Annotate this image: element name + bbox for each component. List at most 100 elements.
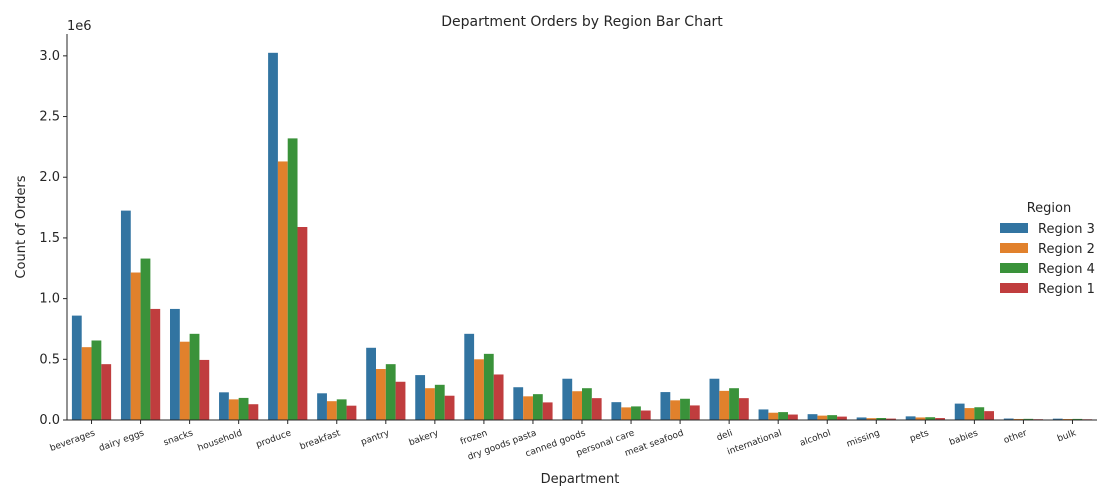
bar-international-region-2 bbox=[768, 412, 779, 420]
x-tick-label: babies bbox=[948, 428, 980, 448]
x-tick-label: missing bbox=[845, 428, 881, 449]
bar-breakfast-region-2 bbox=[326, 401, 337, 420]
bar-babies-region-2 bbox=[964, 408, 975, 420]
legend-swatch bbox=[1000, 283, 1028, 293]
y-axis-label: Count of Orders bbox=[14, 175, 29, 278]
bar-produce-region-3 bbox=[268, 52, 278, 421]
bar-household-region-2 bbox=[228, 399, 239, 420]
bar-dairy-eggs-region-2 bbox=[130, 272, 141, 420]
bar-deli-region-1 bbox=[738, 398, 749, 420]
x-tick-label: international bbox=[726, 428, 783, 457]
legend-swatch bbox=[1000, 263, 1028, 273]
bar-pets-region-3 bbox=[905, 416, 916, 420]
y-tick-label: 0.0 bbox=[39, 413, 60, 428]
bar-pantry-region-4 bbox=[385, 364, 396, 420]
bar-beverages-region-3 bbox=[71, 315, 82, 420]
x-tick-label: other bbox=[1002, 428, 1028, 446]
bar-bulk-region-4 bbox=[1072, 418, 1083, 420]
bar-breakfast-region-3 bbox=[317, 393, 327, 420]
x-tick-label: bakery bbox=[408, 428, 441, 448]
bar-bakery-region-1 bbox=[444, 395, 455, 420]
legend-swatch bbox=[1000, 223, 1028, 233]
y-tick-label: 2.0 bbox=[39, 170, 60, 185]
x-tick-label: breakfast bbox=[299, 428, 343, 452]
bar-produce-region-1 bbox=[297, 227, 308, 420]
bar-household-region-1 bbox=[248, 404, 259, 420]
x-tick-label: household bbox=[197, 428, 244, 453]
y-tick-label: 1.0 bbox=[39, 292, 60, 307]
legend: Region Region 3 Region 2 Region 4 Region 1 bbox=[1000, 201, 1095, 297]
bar-pantry-region-1 bbox=[395, 381, 406, 420]
bar-snacks-region-4 bbox=[189, 333, 200, 420]
bar-beverages-region-2 bbox=[81, 347, 92, 420]
x-tick-label: pantry bbox=[360, 428, 392, 448]
bar-personal-care-region-2 bbox=[621, 407, 632, 420]
bar-pantry-region-3 bbox=[366, 347, 376, 420]
bar-group bbox=[71, 52, 1093, 421]
x-tick-label: alcohol bbox=[799, 428, 833, 448]
bar-frozen-region-4 bbox=[483, 353, 494, 420]
x-tick-label: beverages bbox=[49, 428, 97, 454]
bar-pantry-region-2 bbox=[376, 369, 386, 420]
bar-personal-care-region-4 bbox=[631, 406, 641, 420]
x-tick-label: produce bbox=[255, 428, 293, 450]
y-tick-label: 3.0 bbox=[39, 49, 60, 64]
bar-international-region-4 bbox=[778, 412, 788, 420]
bar-meat-seafood-region-2 bbox=[670, 400, 681, 420]
y-axis-ticks: 0.0 0.5 1.0 1.5 2.0 2.5 3.0 bbox=[39, 49, 67, 428]
bar-pets-region-2 bbox=[915, 417, 926, 420]
y-tick-label: 0.5 bbox=[39, 352, 60, 367]
bar-other-region-3 bbox=[1003, 418, 1014, 420]
bar-missing-region-3 bbox=[856, 417, 867, 420]
bar-deli-region-2 bbox=[719, 390, 730, 420]
x-axis-ticks: beverages dairy eggs snacks household produc… bbox=[49, 420, 1078, 463]
bar-canned-goods-region-2 bbox=[572, 391, 582, 420]
x-tick-label: bulk bbox=[1056, 428, 1078, 444]
y-tick-label: 2.5 bbox=[39, 110, 60, 125]
bar-alcohol-region-2 bbox=[817, 415, 828, 420]
bar-canned-goods-region-4 bbox=[582, 388, 592, 420]
bar-dairy-eggs-region-4 bbox=[140, 258, 151, 420]
bar-international-region-1 bbox=[788, 414, 798, 420]
x-tick-label: frozen bbox=[459, 428, 489, 447]
bar-bulk-region-3 bbox=[1052, 418, 1063, 420]
bar-dry-goods-pasta-region-3 bbox=[513, 387, 524, 420]
bar-babies-region-1 bbox=[984, 411, 994, 420]
x-axis-label: Department bbox=[541, 472, 620, 487]
bar-alcohol-region-1 bbox=[837, 416, 847, 420]
bar-alcohol-region-3 bbox=[807, 414, 818, 420]
bar-produce-region-4 bbox=[287, 138, 298, 420]
bar-babies-region-4 bbox=[974, 407, 985, 420]
bar-canned-goods-region-1 bbox=[591, 398, 602, 420]
bar-meat-seafood-region-1 bbox=[689, 405, 700, 420]
chart-title: Department Orders by Region Bar Chart bbox=[441, 14, 723, 30]
axes bbox=[66, 34, 1097, 421]
bar-personal-care-region-1 bbox=[640, 410, 651, 420]
bar-dry-goods-pasta-region-1 bbox=[542, 402, 553, 420]
bar-beverages-region-4 bbox=[91, 340, 102, 420]
bar-personal-care-region-3 bbox=[611, 402, 622, 420]
legend-title: Region bbox=[1027, 201, 1072, 216]
bar-missing-region-4 bbox=[876, 418, 887, 420]
bar-missing-region-2 bbox=[866, 418, 877, 420]
bar-missing-region-1 bbox=[886, 418, 896, 420]
bar-bakery-region-3 bbox=[415, 375, 426, 420]
bar-snacks-region-2 bbox=[179, 341, 190, 420]
legend-swatch bbox=[1000, 243, 1028, 253]
bar-pets-region-4 bbox=[925, 417, 936, 420]
bar-other-region-2 bbox=[1013, 418, 1024, 420]
bar-dairy-eggs-region-3 bbox=[120, 210, 131, 420]
y-axis-offset-label: 1e6 bbox=[67, 19, 92, 34]
x-tick-label: deli bbox=[715, 428, 734, 443]
legend-label: Region 1 bbox=[1038, 282, 1095, 297]
bar-international-region-3 bbox=[758, 409, 769, 420]
bar-household-region-4 bbox=[238, 397, 249, 420]
y-tick-label: 1.5 bbox=[39, 231, 60, 246]
bar-beverages-region-1 bbox=[101, 364, 112, 420]
bar-dairy-eggs-region-1 bbox=[150, 308, 161, 420]
bar-snacks-region-1 bbox=[199, 359, 210, 420]
legend-label: Region 3 bbox=[1038, 222, 1095, 237]
x-tick-label: pets bbox=[909, 428, 931, 444]
